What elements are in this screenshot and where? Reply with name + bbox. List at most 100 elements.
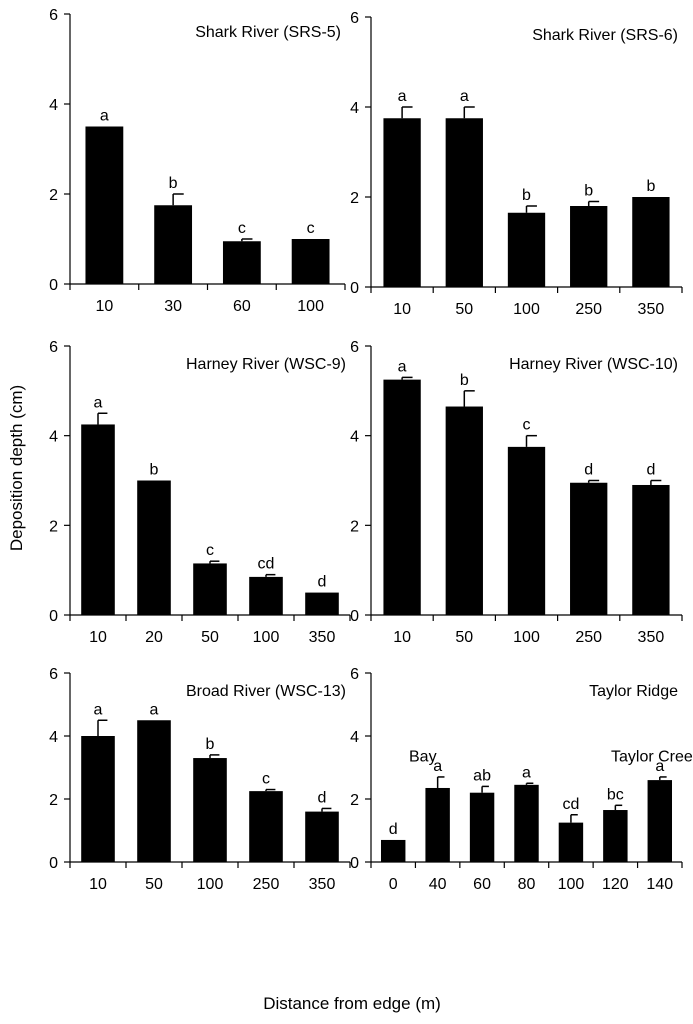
significance-letter: c [238, 220, 246, 237]
chart-panel-6: 0 2 4 6 Taylor Ridge d 0 a 40 ab 60 a 80 cd 100 bc 120 a 1… [350, 666, 693, 893]
bar [137, 480, 171, 615]
y-tick-label: 2 [350, 190, 359, 207]
bar [507, 446, 546, 615]
chart-panel-3: 0 2 4 6 Harney River (WSC-9) a 10 b 20 c 50 cd 100 d 3… [49, 339, 351, 646]
bar [222, 241, 261, 284]
bar [647, 780, 673, 862]
x-tick-label: 100 [197, 876, 224, 893]
y-tick-label: 4 [49, 97, 58, 114]
x-tick-label: 250 [575, 301, 602, 318]
significance-letter: a [150, 701, 159, 718]
panel-annotation: Bay [409, 749, 437, 766]
bar [154, 205, 193, 284]
bar [632, 197, 670, 287]
y-tick-label: 0 [350, 855, 359, 872]
panel-title: Shark River (SRS-5) [195, 24, 341, 41]
x-axis-label: Distance from edge (m) [263, 994, 441, 1013]
chart-panel-1: 0 2 4 6 Shark River (SRS-5) a 10 b 30 c 60 c 100 [49, 7, 346, 315]
significance-letter: a [433, 758, 442, 775]
x-tick-label: 10 [89, 876, 107, 893]
bar [558, 822, 584, 862]
significance-letter: c [262, 771, 270, 788]
chart-panel-4: 0 2 4 6 Harney River (WSC-10) a 10 b 50 c 100 d 250 d… [350, 339, 683, 646]
x-tick-label: 100 [253, 629, 280, 646]
x-tick-label: 350 [309, 876, 336, 893]
significance-letter: b [150, 462, 159, 479]
x-tick-label: 10 [393, 301, 411, 318]
significance-letter: cd [562, 796, 579, 813]
x-tick-label: 20 [145, 629, 163, 646]
bar [249, 576, 283, 615]
y-tick-label: 4 [350, 100, 359, 117]
bar [445, 118, 483, 287]
significance-letter: c [206, 542, 214, 559]
significance-letter: b [206, 736, 215, 753]
significance-letter: c [523, 417, 531, 434]
bar [425, 787, 450, 862]
x-tick-label: 250 [253, 876, 280, 893]
bar [193, 758, 227, 862]
significance-letter: b [646, 178, 655, 195]
y-tick-label: 4 [49, 729, 58, 746]
x-tick-label: 40 [429, 876, 447, 893]
significance-letter: c [307, 220, 315, 237]
bar [383, 118, 421, 287]
x-tick-label: 100 [558, 876, 585, 893]
y-tick-label: 0 [350, 608, 359, 625]
y-tick-label: 4 [49, 429, 58, 446]
significance-letter: b [169, 175, 178, 192]
bar [249, 791, 283, 862]
y-tick-label: 0 [49, 608, 58, 625]
bar [603, 810, 628, 862]
significance-letter: ab [473, 767, 491, 784]
x-tick-label: 120 [602, 876, 629, 893]
panel-title: Harney River (WSC-9) [186, 356, 346, 373]
y-tick-label: 6 [350, 666, 359, 683]
panel-title: Taylor Ridge [589, 683, 678, 700]
bar [137, 720, 171, 862]
y-tick-label: 6 [49, 666, 58, 683]
bar [193, 563, 227, 615]
y-tick-label: 6 [49, 339, 58, 356]
chart-panel-2: 0 2 4 6 Shark River (SRS-6) a 10 a 50 b 100 b 250 b 35… [350, 10, 683, 318]
significance-letter: a [94, 701, 103, 718]
x-tick-label: 100 [297, 298, 324, 315]
y-tick-label: 4 [350, 729, 359, 746]
significance-letter: b [460, 372, 469, 389]
x-tick-label: 250 [575, 629, 602, 646]
y-tick-label: 6 [49, 7, 58, 24]
y-tick-label: 4 [350, 429, 359, 446]
bar [81, 424, 115, 615]
x-tick-label: 100 [513, 301, 540, 318]
y-tick-label: 2 [49, 187, 58, 204]
bar [445, 406, 483, 615]
significance-letter: bc [607, 786, 624, 803]
bar [507, 212, 546, 287]
significance-letter: a [460, 88, 469, 105]
x-tick-label: 30 [164, 298, 182, 315]
y-tick-label: 2 [350, 792, 359, 809]
bar [632, 484, 670, 615]
panel-title: Shark River (SRS-6) [532, 27, 678, 44]
x-tick-label: 350 [638, 301, 665, 318]
significance-letter: a [398, 358, 407, 375]
panel-title: Harney River (WSC-10) [509, 356, 678, 373]
bar [380, 839, 406, 862]
y-tick-label: 6 [350, 10, 359, 27]
y-tick-label: 0 [350, 280, 359, 297]
y-tick-label: 2 [350, 518, 359, 535]
y-tick-label: 0 [49, 277, 58, 294]
y-tick-label: 0 [49, 855, 58, 872]
y-tick-label: 6 [350, 339, 359, 356]
y-axis-label: Deposition depth (cm) [7, 385, 26, 551]
significance-letter: a [100, 108, 109, 125]
x-tick-label: 50 [145, 876, 163, 893]
panel-title: Broad River (WSC-13) [186, 683, 346, 700]
y-tick-label: 2 [49, 792, 58, 809]
x-tick-label: 50 [201, 629, 219, 646]
significance-letter: b [584, 183, 593, 200]
significance-letter: d [318, 789, 327, 806]
significance-letter: d [646, 462, 655, 479]
